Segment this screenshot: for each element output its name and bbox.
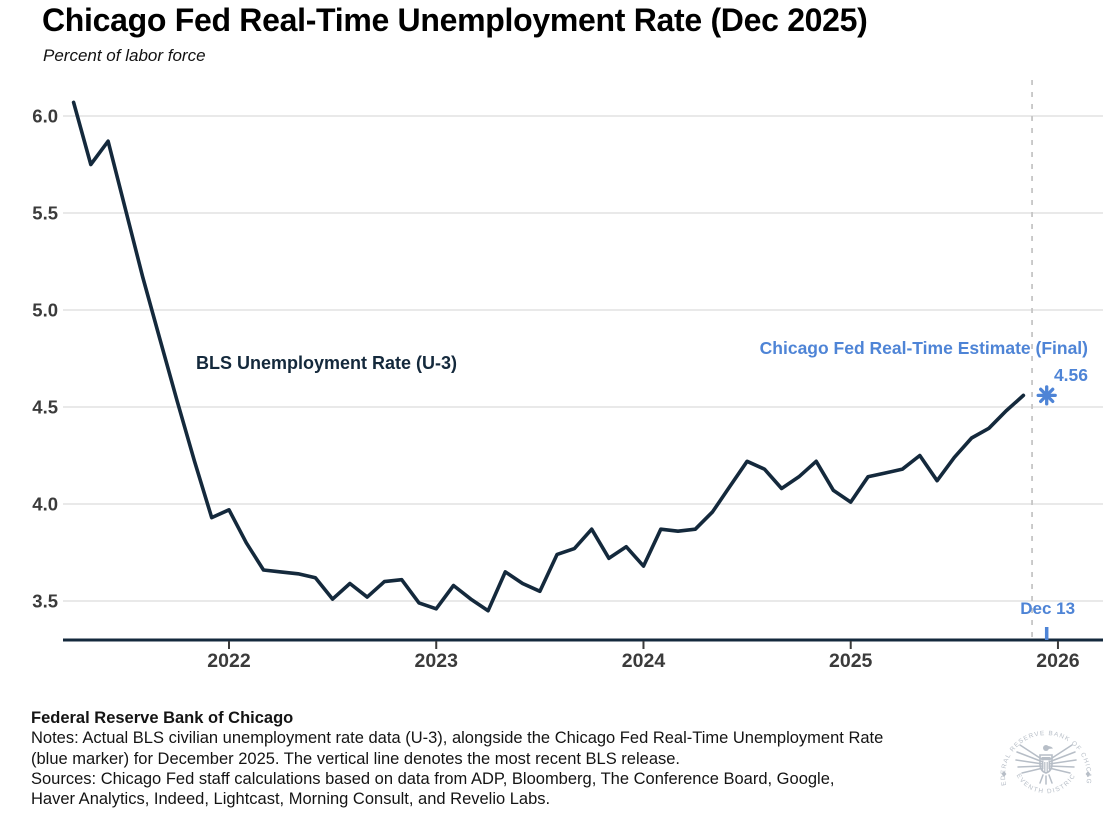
sources-line-1: Sources: Chicago Fed staff calculations … <box>31 769 835 788</box>
source-org: Federal Reserve Bank of Chicago <box>31 709 294 727</box>
notes-line-2: (blue marker) for December 2025. The ver… <box>31 749 681 768</box>
x-tick-label: 2024 <box>622 650 666 672</box>
y-tick-label: 4.5 <box>32 397 58 418</box>
x-tick-label: 2023 <box>415 650 459 672</box>
x-tick-label: 2022 <box>207 650 251 672</box>
sources-line-2: Haver Analytics, Indeed, Lightcast, Morn… <box>31 790 551 809</box>
x-tick-label: 2026 <box>1036 650 1080 672</box>
notes-line-1: Notes: Actual BLS civilian unemployment … <box>31 729 884 748</box>
estimate-label: Chicago Fed Real-Time Estimate (Final) <box>760 338 1088 358</box>
release-date-label: Dec 13 <box>1020 599 1075 618</box>
y-tick-label: 4.0 <box>32 494 58 515</box>
chart-subtitle: Percent of labor force <box>43 46 206 65</box>
y-tick-label: 3.5 <box>32 591 58 612</box>
seal-eagle-icon <box>1015 744 1077 785</box>
chart-footer: Federal Reserve Bank of Chicago Notes: A… <box>31 708 991 809</box>
y-tick-label: 5.0 <box>32 300 58 321</box>
x-tick-label: 2025 <box>829 650 873 672</box>
y-tick-label: 5.5 <box>32 203 58 224</box>
chicago-fed-seal-icon: FEDERAL RESERVE BANK OF CHICAGO SEVENTH … <box>994 712 1091 795</box>
y-axis-labels: 3.5 4.0 4.5 5.0 5.5 6.0 <box>32 106 58 612</box>
x-axis-ticks: 2022 2023 2024 2025 2026 <box>207 641 1080 672</box>
estimate-value: 4.56 <box>1054 365 1088 385</box>
y-tick-label: 6.0 <box>32 106 58 127</box>
chart-title: Chicago Fed Real-Time Unemployment Rate … <box>42 2 868 38</box>
estimate-marker-icon <box>1036 385 1057 406</box>
bls-unemployment-line <box>71 100 1026 613</box>
unemployment-line-chart: 2022 2023 2024 2025 2026 3.5 4.0 4.5 5.0 5.5 6.0 BL… <box>32 80 1103 672</box>
bls-series-label: BLS Unemployment Rate (U-3) <box>196 353 457 373</box>
gridlines <box>63 115 1103 602</box>
